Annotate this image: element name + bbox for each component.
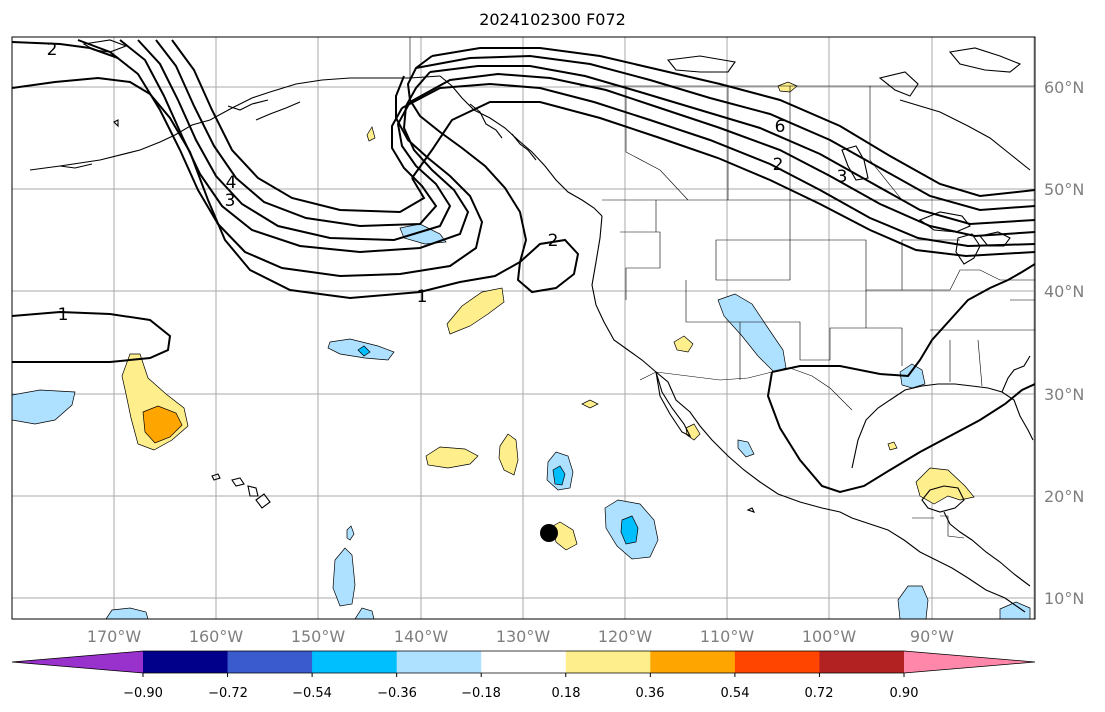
- longitude-label: 90°W: [910, 627, 954, 646]
- shaded-region: [887, 441, 898, 451]
- latitude-label: 50°N: [1044, 180, 1084, 199]
- colorbar-tick-label: −0.18: [461, 686, 501, 701]
- longitude-label: 170°W: [87, 627, 142, 646]
- shaded-region: [12, 389, 76, 425]
- shaded-regions: [12, 81, 1031, 619]
- colorbar: [11, 650, 1036, 677]
- shaded-region: [446, 287, 505, 335]
- colorbar-tick-label: −0.90: [123, 686, 163, 701]
- contour-label: 3: [837, 167, 848, 187]
- latitude-label: 10°N: [1044, 589, 1084, 608]
- shaded-region: [425, 446, 479, 469]
- shaded-region: [552, 465, 566, 486]
- shaded-region: [498, 433, 519, 476]
- colorbar-tick-label: 0.72: [805, 686, 834, 701]
- colorbar-tick-label: 0.54: [721, 686, 750, 701]
- shaded-region: [346, 525, 355, 541]
- colorbar-bin: [650, 651, 736, 673]
- latitude-label: 40°N: [1044, 282, 1084, 301]
- colorbar-bin: [481, 651, 567, 673]
- contour-lines: [12, 39, 1035, 494]
- colorbar-bin: [396, 651, 482, 673]
- shaded-region: [899, 363, 926, 389]
- colorbar-bin: [819, 651, 905, 673]
- colorbar-labels: −0.90 −0.72 −0.54 −0.36 −0.18 0.18 0.36 …: [123, 686, 918, 701]
- contour-label-group: 2 1 1 2 4 3 6 2 3: [47, 40, 848, 325]
- colorbar-bin: [565, 651, 651, 673]
- storm-marker: [540, 524, 558, 542]
- colorbar-tick-label: −0.36: [377, 686, 417, 701]
- contour-label: 1: [58, 305, 69, 325]
- longitude-label: 150°W: [291, 627, 346, 646]
- longitude-label: 100°W: [802, 627, 857, 646]
- shaded-region: [673, 335, 694, 353]
- longitude-label: 110°W: [700, 627, 755, 646]
- colorbar-bin: [734, 651, 820, 673]
- contour-label: 6: [775, 117, 786, 137]
- shaded-region: [897, 585, 929, 619]
- colorbar-tick-label: −0.72: [208, 686, 248, 701]
- latitude-label: 60°N: [1044, 78, 1084, 97]
- contour-label: 1: [417, 287, 428, 307]
- map-frame: [11, 36, 1036, 620]
- shaded-region: [332, 547, 356, 607]
- latitude-label: 30°N: [1044, 385, 1084, 404]
- shaded-region: [581, 399, 599, 409]
- longitude-label: 160°W: [189, 627, 244, 646]
- contour-label: 2: [47, 40, 58, 60]
- colorbar-extend-max: [904, 651, 1035, 673]
- contour-label: 2: [548, 231, 559, 251]
- colorbar-bin: [312, 651, 398, 673]
- colorbar-tick-label: 0.36: [636, 686, 665, 701]
- latitude-label: 20°N: [1044, 487, 1084, 506]
- colorbar-bin: [143, 651, 229, 673]
- shaded-region: [357, 345, 371, 357]
- shaded-region: [366, 126, 376, 142]
- colorbar-bin: [227, 651, 313, 673]
- map-title: 2024102300 F072: [479, 10, 626, 29]
- colorbar-tick-label: 0.90: [890, 686, 919, 701]
- shaded-region: [620, 515, 639, 545]
- longitude-labels: 170°W 160°W 150°W 140°W 130°W 120°W 110°…: [87, 627, 954, 646]
- graticule: [12, 37, 1035, 619]
- shaded-region: [354, 607, 375, 619]
- longitude-label: 130°W: [496, 627, 551, 646]
- shaded-region: [777, 81, 798, 93]
- contour-label: 4: [226, 173, 237, 193]
- colorbar-extend-min: [12, 651, 143, 673]
- longitude-label: 120°W: [598, 627, 653, 646]
- shaded-region: [105, 607, 149, 619]
- colorbar-tick-label: −0.54: [292, 686, 332, 701]
- shaded-region: [737, 439, 755, 458]
- contour-label: 2: [773, 155, 784, 175]
- shaded-region: [142, 405, 183, 444]
- colorbar-tick-label: 0.18: [552, 686, 581, 701]
- latitude-labels: 60°N 50°N 40°N 30°N 20°N 10°N: [1044, 78, 1084, 608]
- coastlines: [29, 39, 1034, 613]
- contour-label: 3: [225, 191, 236, 211]
- longitude-label: 140°W: [394, 627, 449, 646]
- shaded-region: [552, 521, 578, 551]
